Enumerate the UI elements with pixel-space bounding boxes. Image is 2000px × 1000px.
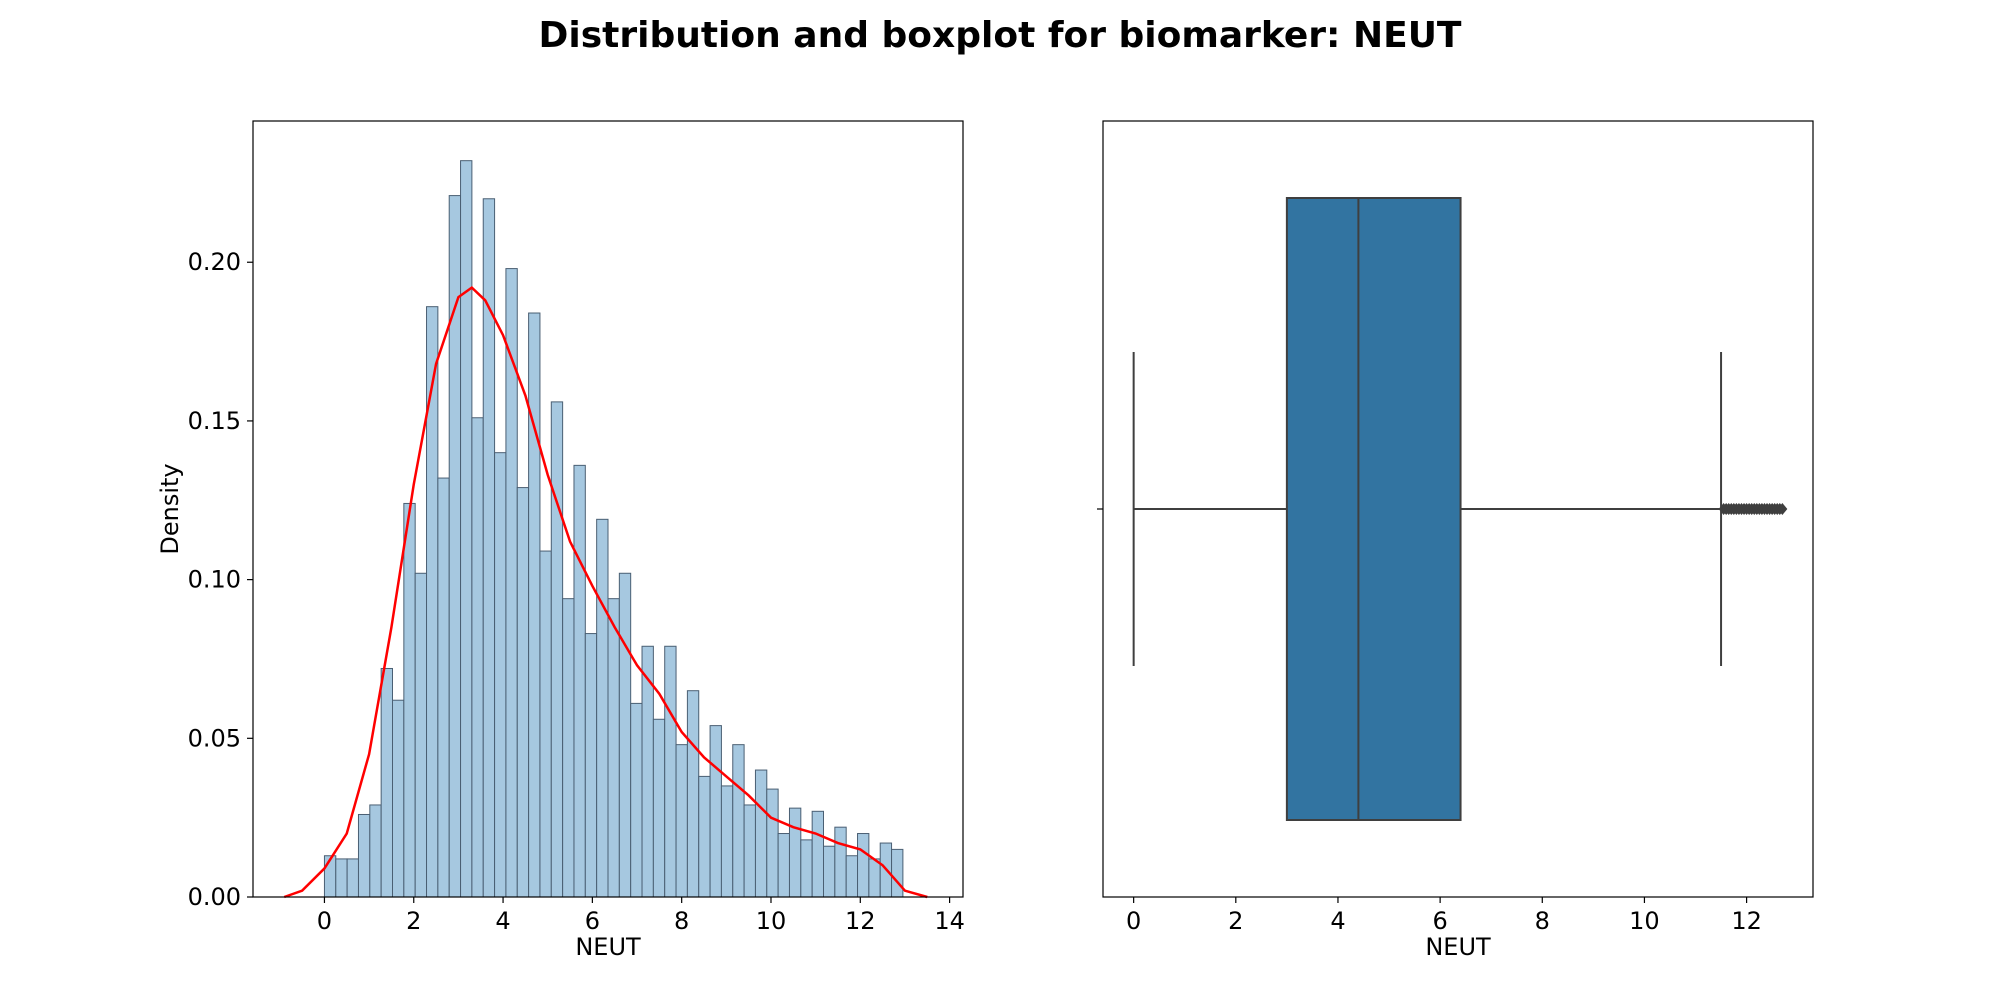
histogram-bar xyxy=(800,839,813,898)
histogram-bar xyxy=(732,744,745,898)
histogram-bar xyxy=(528,312,541,898)
histogram-bar xyxy=(414,572,428,898)
boxplot-x-axis: 0 2 4 6 8 10 12 xyxy=(1126,897,1762,935)
boxplot-x-tick-label: 6 xyxy=(1432,907,1447,935)
histogram-bar xyxy=(380,667,393,898)
boxplot-x-tick-label: 2 xyxy=(1228,907,1243,935)
histogram-x-tick-label: 14 xyxy=(934,907,965,935)
histogram-bar xyxy=(357,813,371,898)
histogram-bar xyxy=(618,572,632,898)
histogram-bar xyxy=(709,725,722,898)
histogram-x-tick-label: 12 xyxy=(845,907,876,935)
histogram-bar xyxy=(516,487,530,898)
histogram-bar xyxy=(743,804,756,898)
histogram-bar xyxy=(777,833,790,898)
histogram-y-tick-label: 0.00 xyxy=(188,883,241,911)
boxplot-elements xyxy=(1132,197,1723,821)
boxplot-box xyxy=(1285,197,1462,821)
histogram-bar xyxy=(766,788,779,898)
histogram-bar xyxy=(664,645,677,898)
histogram-y-tick-label: 0.20 xyxy=(188,248,241,276)
histogram-bar xyxy=(426,306,439,898)
histogram-bar xyxy=(460,160,473,898)
histogram-bar xyxy=(573,464,586,898)
boxplot-x-tick-label: 0 xyxy=(1126,907,1141,935)
histogram-bar xyxy=(505,268,518,898)
histogram-bar xyxy=(845,855,859,898)
boxplot-x-tick-label: 8 xyxy=(1535,907,1550,935)
histogram-bars xyxy=(323,160,904,898)
histogram-bar xyxy=(754,769,768,898)
histogram-bar xyxy=(811,810,825,898)
histogram-x-tick-label: 4 xyxy=(495,907,510,935)
histogram-y-tick-label: 0.05 xyxy=(188,724,241,752)
histogram-y-axis-label: Density xyxy=(156,463,184,554)
histogram-bar xyxy=(494,452,507,898)
histogram-bar xyxy=(335,858,348,898)
boxplot-x-tick-label: 12 xyxy=(1731,907,1762,935)
histogram-bar xyxy=(437,477,450,898)
histogram-bar xyxy=(391,699,405,898)
histogram-x-tick-label: 10 xyxy=(756,907,787,935)
histogram-bar xyxy=(346,858,359,898)
kde-line xyxy=(283,286,928,899)
histogram-bar xyxy=(596,518,609,898)
histogram-bar xyxy=(550,401,564,898)
histogram-bar xyxy=(834,826,847,898)
boxplot-x-tick-label: 10 xyxy=(1629,907,1660,935)
histogram-y-tick-label: 0.10 xyxy=(188,566,241,594)
histogram-bar xyxy=(607,598,620,898)
histogram-bar xyxy=(584,633,598,898)
boxplot-x-tick-label: 4 xyxy=(1330,907,1345,935)
histogram-x-tick-label: 6 xyxy=(585,907,600,935)
histogram-bar xyxy=(857,833,870,898)
histogram-x-axis-label: NEUT xyxy=(575,933,641,961)
histogram-y-axis: 0.00 0.05 0.10 0.15 0.20 xyxy=(188,248,253,911)
figure-title: Distribution and boxplot for biomarker: … xyxy=(539,15,1462,56)
histogram-panel: 0 2 4 6 8 10 12 14 0.00 0.05 0.10 0.15 0.20 NEUT De… xyxy=(156,120,965,961)
boxplot-panel: 0 2 4 6 8 10 12 NEUT xyxy=(1097,120,1814,961)
histogram-x-tick-label: 0 xyxy=(317,907,332,935)
histogram-y-tick-label: 0.15 xyxy=(188,407,241,435)
histogram-bar xyxy=(891,848,904,898)
histogram-x-axis: 0 2 4 6 8 10 12 14 xyxy=(317,897,965,935)
histogram-bar xyxy=(630,702,643,898)
boxplot-x-axis-label: NEUT xyxy=(1425,933,1491,961)
histogram-bar xyxy=(403,502,416,898)
boxplot-outliers xyxy=(1718,503,1788,515)
histogram-bar xyxy=(323,855,337,898)
histogram-bar xyxy=(539,550,552,898)
histogram-bar xyxy=(652,718,666,898)
boxplot-outlier-point xyxy=(1777,503,1788,515)
histogram-bar xyxy=(369,804,382,898)
histogram-bar xyxy=(482,198,496,898)
histogram-bar xyxy=(720,785,734,898)
histogram-bar xyxy=(471,417,484,898)
histogram-x-tick-label: 2 xyxy=(406,907,421,935)
histogram-bar xyxy=(675,744,688,898)
histogram-bar xyxy=(448,195,462,898)
histogram-bar xyxy=(562,598,575,898)
histogram-bar xyxy=(823,845,836,898)
histogram-bar xyxy=(868,858,881,898)
histogram-bar xyxy=(686,690,700,898)
histogram-bar xyxy=(698,775,711,898)
histogram-bar xyxy=(788,807,802,898)
histogram-x-tick-label: 8 xyxy=(674,907,689,935)
histogram-plot-frame xyxy=(252,120,964,898)
